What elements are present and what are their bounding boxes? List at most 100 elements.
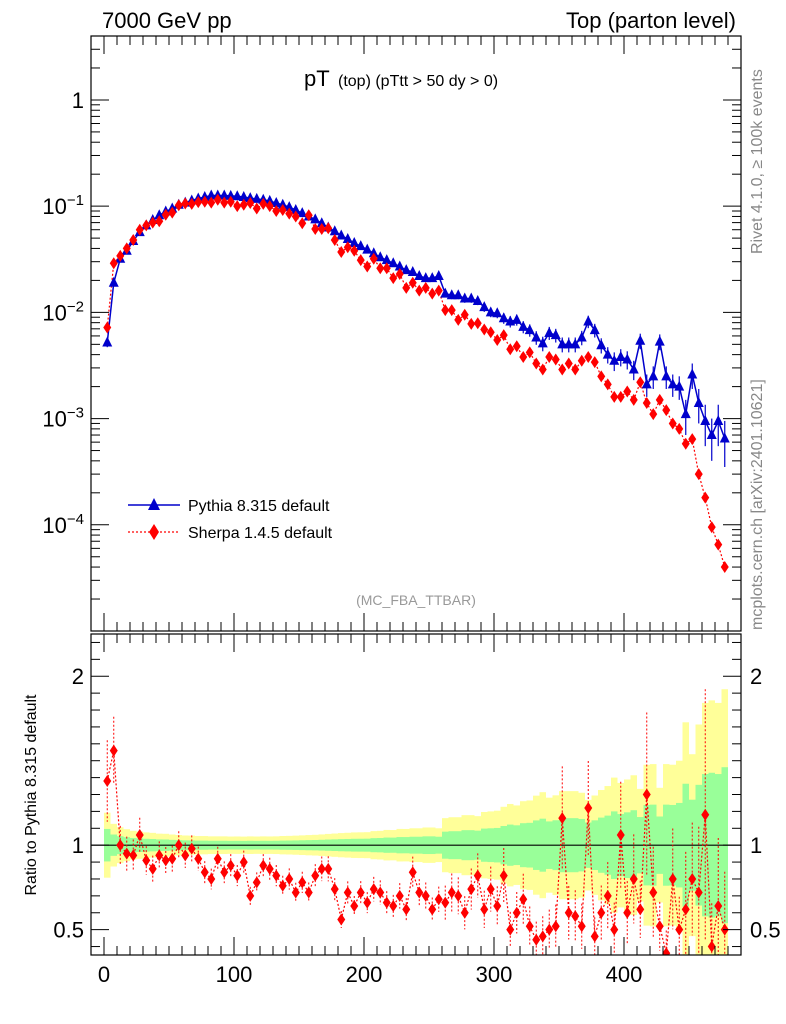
pythia-marker [420,272,431,283]
ratio-marker [584,802,593,815]
pythia-marker [394,260,405,271]
ratio-marker [668,872,677,885]
pythia-marker [641,378,652,389]
ratio-ytick-label-right: 2 [750,664,762,689]
pythia-marker [596,339,607,350]
pythia-marker [440,287,451,298]
sherpa-marker [688,433,697,446]
sherpa-marker [558,363,567,376]
sherpa-marker [603,378,612,391]
sherpa-marker [369,252,378,265]
pythia-error-bars [106,194,726,468]
pythia-markers [102,189,730,443]
ratio-marker [239,856,248,869]
pythia-marker [297,207,308,218]
ratio-marker [213,852,222,865]
ratio-marker [278,879,287,892]
sherpa-marker [376,262,385,275]
sherpa-marker [252,202,261,215]
pythia-marker [219,189,230,200]
pythia-marker [466,292,477,303]
pythia-marker [492,307,503,318]
ratio-marker [493,900,502,913]
sherpa-marker [714,538,723,551]
sherpa-marker [174,199,183,212]
sherpa-marker [629,393,638,406]
ratio-marker [233,869,242,882]
sherpa-marker [493,333,502,346]
ratio-marker [324,862,333,875]
ratio-marker [467,883,476,896]
ratio-xtick-label: 200 [346,962,383,987]
pythia-marker [388,257,399,268]
ratio-marker [402,903,411,916]
sherpa-marker [187,197,196,210]
pythia-marker [628,363,639,374]
main-ytick-label: 10−3 [42,405,84,432]
main-ytick-label: 1 [72,88,84,113]
plot-title-main: pT [304,66,330,91]
sherpa-marker [311,222,320,235]
sherpa-marker [103,321,112,334]
ratio-marker [272,869,281,882]
ratio-marker [629,872,638,885]
pythia-marker [674,380,685,391]
ratio-marker [577,920,586,933]
ratio-marker [207,872,216,885]
pythia-marker [472,294,483,305]
pythia-marker [719,432,730,443]
sherpa-marker [226,195,235,208]
pythia-marker [102,336,113,347]
pythia-marker [570,338,581,349]
sherpa-marker [525,346,534,359]
pythia-marker [349,236,360,247]
sherpa-marker [506,343,515,356]
sherpa-marker [259,197,268,210]
sherpa-marker [363,260,372,273]
sherpa-marker [142,219,151,232]
ratio-marker [382,896,391,909]
sherpa-marker [720,561,729,574]
sherpa-markers [103,193,729,574]
pythia-marker [310,213,321,224]
ratio-marker [506,923,515,936]
ratio-line [106,750,726,954]
sherpa-marker [701,491,710,504]
sherpa-marker [129,234,138,247]
ratio-marker [369,883,378,896]
sherpa-marker [382,262,391,275]
ratio-marker [337,913,346,926]
ratio-xtick-label: 300 [476,962,513,987]
ratio-marker [564,906,573,919]
ratio-marker [519,893,528,906]
pythia-marker [667,378,678,389]
legend-entry-sherpa: Sherpa 1.4.5 default [128,524,333,542]
sherpa-marker [298,217,307,230]
pythia-marker [401,264,412,275]
pythia-marker [329,225,340,236]
side-label-rivet: Rivet 4.1.0, ≥ 100k events [749,69,766,254]
pythia-marker [511,313,522,324]
ratio-marker [103,774,112,787]
pythia-marker [459,292,470,303]
pythia-marker [654,335,665,346]
pythia-marker [284,201,295,212]
sherpa-marker [200,195,209,208]
sherpa-marker [649,408,658,421]
sherpa-marker [668,417,677,430]
ratio-marker [285,872,294,885]
sherpa-marker [181,197,190,210]
ratio-marker [395,889,404,902]
ratio-marker [148,862,157,875]
pythia-marker [706,429,717,440]
pythia-marker [381,254,392,265]
ratio-xtick-label: 0 [98,962,110,987]
ratio-marker [161,854,170,867]
ratio-marker [434,893,443,906]
ratio-marker [590,930,599,943]
ratio-marker [252,876,261,889]
ratio-marker [304,886,313,899]
pythia-marker [550,329,561,340]
pythia-marker [446,289,457,300]
pythia-marker [368,247,379,258]
